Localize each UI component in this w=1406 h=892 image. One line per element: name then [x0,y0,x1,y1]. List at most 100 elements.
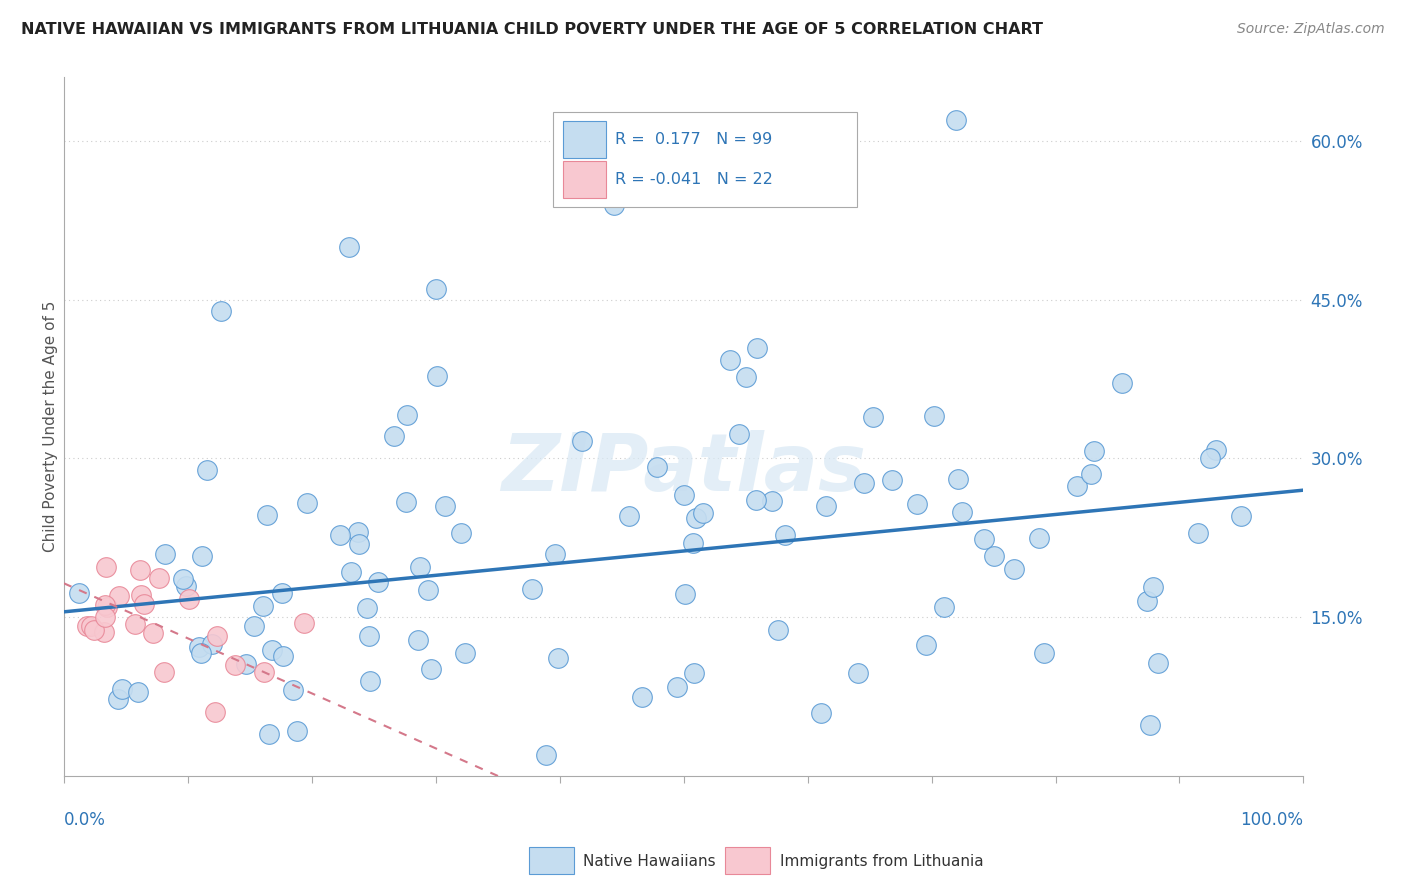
Point [94,599,117,613]
Point [129,588,152,602]
Point [153,665,176,679]
Point [406,632,429,647]
Point [418,582,440,597]
Point [880,473,903,487]
Text: Source: ZipAtlas.com: Source: ZipAtlas.com [1237,22,1385,37]
Point [235,657,257,671]
Text: NATIVE HAWAIIAN VS IMMIGRANTS FROM LITHUANIA CHILD POVERTY UNDER THE AGE OF 5 CO: NATIVE HAWAIIAN VS IMMIGRANTS FROM LITHU… [21,22,1043,37]
Point [454,646,477,660]
Point [253,665,276,679]
Point [520,582,543,596]
Point [536,747,558,762]
Point [915,638,938,652]
Point [187,640,209,655]
Point [340,565,363,579]
Point [204,705,226,719]
Point [174,579,197,593]
Point [148,571,170,585]
Point [773,528,796,542]
Point [665,680,688,694]
Point [630,690,652,705]
Point [243,619,266,633]
Point [271,649,294,664]
Point [259,727,281,741]
Point [347,537,370,551]
Point [209,303,232,318]
Point [153,547,176,561]
Point [1142,580,1164,594]
Point [692,506,714,520]
Point [395,408,418,422]
Point [685,510,707,524]
Point [905,497,928,511]
Point [1083,444,1105,458]
Text: 100.0%: 100.0% [1240,811,1303,829]
Point [252,599,274,614]
Point [1002,562,1025,576]
Point [382,428,405,442]
Point [96,600,118,615]
Point [111,681,134,696]
Point [852,475,875,490]
Point [177,591,200,606]
Point [281,682,304,697]
Text: ZIPatlas: ZIPatlas [501,430,866,508]
Point [672,487,695,501]
Point [395,494,418,508]
Point [426,369,449,384]
Point [810,706,832,720]
Point [945,112,967,127]
Point [814,499,837,513]
Point [862,409,884,424]
Point [76,619,98,633]
Point [295,496,318,510]
Point [547,651,569,665]
Point [544,547,567,561]
Point [983,549,1005,564]
Point [359,674,381,689]
Point [1139,718,1161,732]
Point [682,536,704,550]
Point [1230,509,1253,524]
Point [285,724,308,739]
Point [766,623,789,637]
Point [93,609,115,624]
Point [734,369,756,384]
Point [950,505,973,519]
Point [1032,646,1054,660]
Point [1199,451,1222,466]
Point [128,563,150,577]
Point [256,508,278,522]
Point [434,499,457,513]
Point [1066,478,1088,492]
Text: 0.0%: 0.0% [63,811,105,829]
Point [356,600,378,615]
Point [761,494,783,508]
Point [932,600,955,615]
Point [603,197,626,211]
Point [973,532,995,546]
Point [124,616,146,631]
Point [1187,526,1209,541]
Point [425,282,447,296]
Point [93,625,115,640]
Point [127,685,149,699]
Point [367,574,389,589]
Point [347,525,370,540]
Point [1136,594,1159,608]
FancyBboxPatch shape [564,161,606,197]
Point [1080,467,1102,482]
Point [617,508,640,523]
Point [337,240,360,254]
Point [408,560,430,574]
Point [745,492,768,507]
Point [1146,656,1168,670]
Point [1111,376,1133,390]
Point [96,560,118,574]
Text: R =  0.177   N = 99: R = 0.177 N = 99 [616,132,773,147]
Point [260,643,283,657]
FancyBboxPatch shape [554,112,858,207]
FancyBboxPatch shape [564,121,606,158]
Point [450,526,472,541]
Point [201,637,224,651]
